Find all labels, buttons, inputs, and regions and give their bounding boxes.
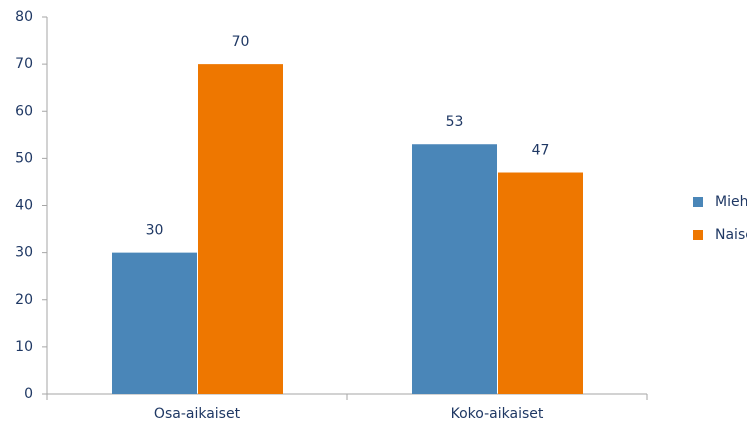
y-tick-label: 40 bbox=[15, 198, 33, 214]
y-tick-label: 80 bbox=[15, 9, 33, 25]
x-tick-label: Osa-aikaiset bbox=[154, 406, 241, 422]
y-tick-label: 50 bbox=[15, 150, 33, 166]
legend-label: Miehet bbox=[715, 194, 747, 210]
bar bbox=[198, 64, 283, 394]
legend-swatch bbox=[693, 197, 703, 207]
x-tick-label: Koko-aikaiset bbox=[451, 406, 544, 422]
data-label: 70 bbox=[232, 34, 250, 50]
legend-swatch bbox=[693, 230, 703, 240]
y-tick-label: 20 bbox=[15, 292, 33, 308]
data-label: 47 bbox=[532, 143, 550, 159]
y-tick-label: 70 bbox=[15, 56, 33, 72]
bar bbox=[112, 252, 197, 394]
data-label: 53 bbox=[446, 114, 464, 130]
y-tick-label: 0 bbox=[24, 386, 33, 402]
legend-label: Naiset bbox=[715, 227, 747, 243]
y-tick-label: 60 bbox=[15, 103, 33, 119]
bar bbox=[498, 172, 583, 394]
y-tick-label: 10 bbox=[15, 339, 33, 355]
bar bbox=[412, 144, 497, 394]
data-label: 30 bbox=[146, 223, 164, 239]
y-tick-label: 30 bbox=[15, 245, 33, 261]
